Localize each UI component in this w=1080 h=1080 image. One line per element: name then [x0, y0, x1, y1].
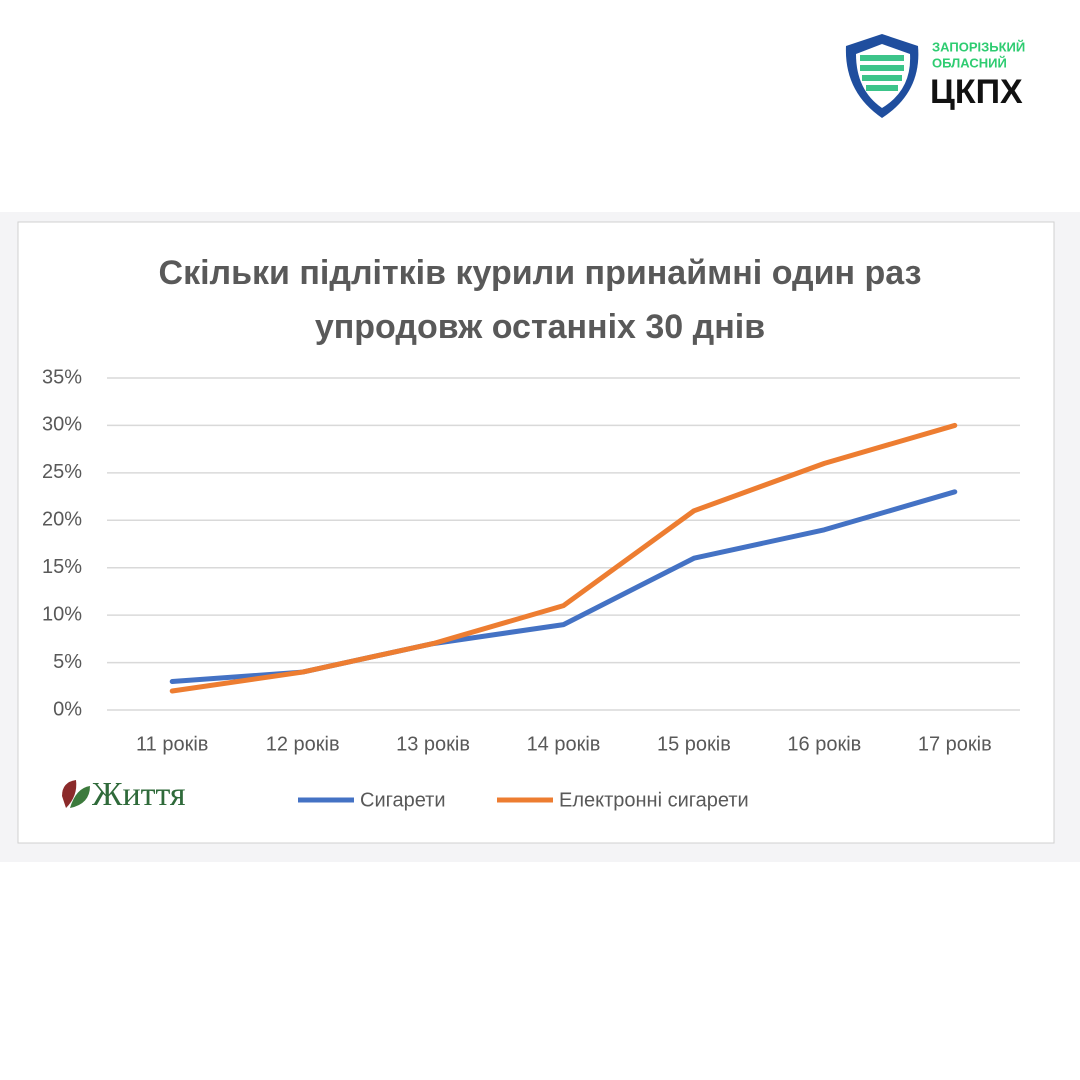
x-tick-label: 14 років: [527, 733, 601, 755]
y-tick-label: 30%: [42, 414, 82, 436]
x-tick-label: 16 років: [787, 733, 861, 755]
y-tick-label: 5%: [53, 651, 82, 673]
watermark-leaf: [62, 780, 77, 808]
x-tick-label: 11 років: [136, 733, 208, 755]
watermark: Життя: [92, 776, 186, 813]
legend-label: Електронні сигарети: [559, 789, 749, 811]
chart-frame: [17, 221, 1055, 844]
y-tick-label: 15%: [42, 556, 82, 578]
y-tick-label: 20%: [42, 509, 82, 531]
y-tick-label: 10%: [42, 603, 82, 625]
y-tick-label: 25%: [42, 461, 82, 483]
logo: ЗАПОРІЗЬКИЙ ОБЛАСНИЙ ЦКПХ: [845, 34, 1025, 118]
legend-label: Сигарети: [360, 789, 446, 811]
x-tick-label: 17 років: [918, 733, 992, 755]
chart-title: Скільки підлітків курили принаймні один …: [158, 254, 922, 346]
org-line1: ЗАПОРІЗЬКИЙ: [932, 39, 1025, 54]
watermark-leaf: [70, 786, 90, 808]
y-tick-label: 35%: [42, 366, 82, 388]
logo-stripes: [860, 55, 904, 91]
org-line2: ОБЛАСНИЙ: [932, 55, 1007, 70]
series-line: [169, 422, 958, 694]
y-tick-label: 0%: [53, 698, 82, 720]
x-tick-label: 13 років: [396, 733, 470, 755]
x-tick-label: 12 років: [266, 733, 340, 755]
org-name: ЦКПХ: [930, 73, 1023, 111]
x-tick-label: 15 років: [657, 733, 731, 755]
